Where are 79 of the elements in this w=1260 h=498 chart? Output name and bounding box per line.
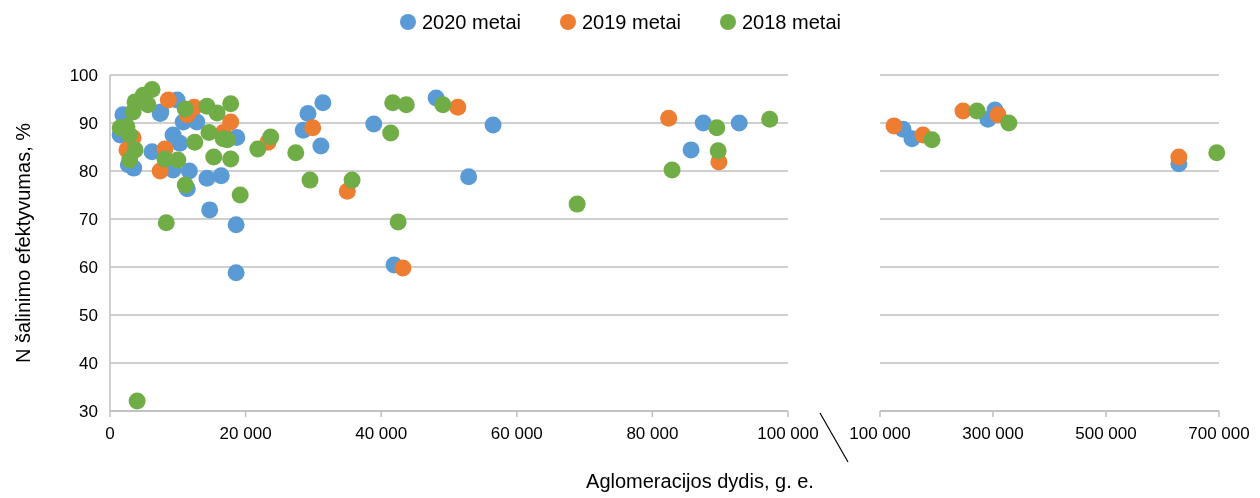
point bbox=[1170, 148, 1188, 166]
point bbox=[222, 150, 240, 168]
point bbox=[200, 124, 218, 142]
point bbox=[159, 91, 177, 109]
x-axis-title: Aglomeracijos dydis, g. e. bbox=[586, 470, 814, 492]
point bbox=[484, 116, 502, 134]
point bbox=[128, 392, 146, 410]
point bbox=[1208, 144, 1226, 162]
point bbox=[660, 109, 678, 127]
legend-label: 2018 metai bbox=[742, 11, 841, 33]
point bbox=[1000, 114, 1018, 132]
point bbox=[885, 117, 903, 135]
y-tick-label: 80 bbox=[79, 161, 98, 181]
point bbox=[262, 128, 280, 146]
point bbox=[176, 100, 194, 118]
y-tick-label: 60 bbox=[79, 257, 98, 277]
point bbox=[222, 95, 240, 113]
point bbox=[314, 94, 332, 112]
x-tick-label: 100 000 bbox=[757, 424, 819, 443]
point bbox=[180, 162, 198, 180]
point bbox=[171, 134, 189, 152]
x-tick-label: 300 000 bbox=[962, 424, 1024, 443]
point bbox=[397, 96, 415, 114]
point bbox=[761, 110, 779, 128]
y-tick-label: 30 bbox=[79, 401, 98, 421]
x-tick-label: 60 000 bbox=[490, 424, 543, 443]
point bbox=[312, 137, 330, 155]
point bbox=[176, 176, 194, 194]
point bbox=[682, 141, 700, 159]
point bbox=[663, 161, 681, 179]
point bbox=[343, 171, 361, 189]
point bbox=[968, 102, 986, 120]
x-tick-label: 40 000 bbox=[355, 424, 408, 443]
point bbox=[389, 213, 407, 231]
point bbox=[394, 259, 412, 277]
x-tick-label: 500 000 bbox=[1075, 424, 1137, 443]
point bbox=[923, 131, 941, 149]
point bbox=[299, 104, 317, 122]
point bbox=[121, 151, 139, 169]
y-tick-label: 90 bbox=[79, 113, 98, 133]
point bbox=[365, 115, 383, 133]
point bbox=[227, 264, 245, 282]
y-axis-title: N šalinimo efektyvumas, % bbox=[12, 122, 34, 364]
point bbox=[205, 148, 223, 166]
point bbox=[730, 114, 748, 132]
point bbox=[301, 171, 319, 189]
point bbox=[382, 124, 400, 142]
y-tick-label: 70 bbox=[79, 209, 98, 229]
point bbox=[709, 142, 727, 160]
point bbox=[198, 169, 216, 187]
point bbox=[201, 201, 219, 219]
point bbox=[212, 167, 230, 185]
legend-label: 2020 metai bbox=[422, 11, 521, 33]
point bbox=[227, 216, 245, 234]
point bbox=[249, 140, 267, 158]
point bbox=[208, 104, 226, 122]
point bbox=[708, 119, 726, 137]
point bbox=[287, 144, 305, 162]
x-tick-label: 20 000 bbox=[219, 424, 272, 443]
x-tick-label: 100 000 bbox=[849, 424, 911, 443]
point bbox=[449, 98, 467, 116]
point bbox=[434, 96, 452, 114]
point bbox=[169, 151, 187, 169]
point bbox=[568, 195, 586, 213]
point bbox=[157, 214, 175, 232]
x-tick-label: 0 bbox=[105, 424, 115, 443]
y-tick-label: 40 bbox=[79, 353, 98, 373]
point bbox=[460, 168, 478, 186]
y-tick-label: 50 bbox=[79, 305, 98, 325]
x-tick-label: 700 000 bbox=[1188, 424, 1250, 443]
legend-label: 2019 metai bbox=[582, 11, 681, 33]
point bbox=[186, 133, 204, 151]
point bbox=[304, 119, 322, 137]
point bbox=[694, 114, 712, 132]
point bbox=[231, 186, 249, 204]
x-tick-label: 80 000 bbox=[626, 424, 679, 443]
point bbox=[139, 96, 157, 114]
point bbox=[124, 103, 142, 121]
y-tick-label: 100 bbox=[69, 65, 98, 85]
